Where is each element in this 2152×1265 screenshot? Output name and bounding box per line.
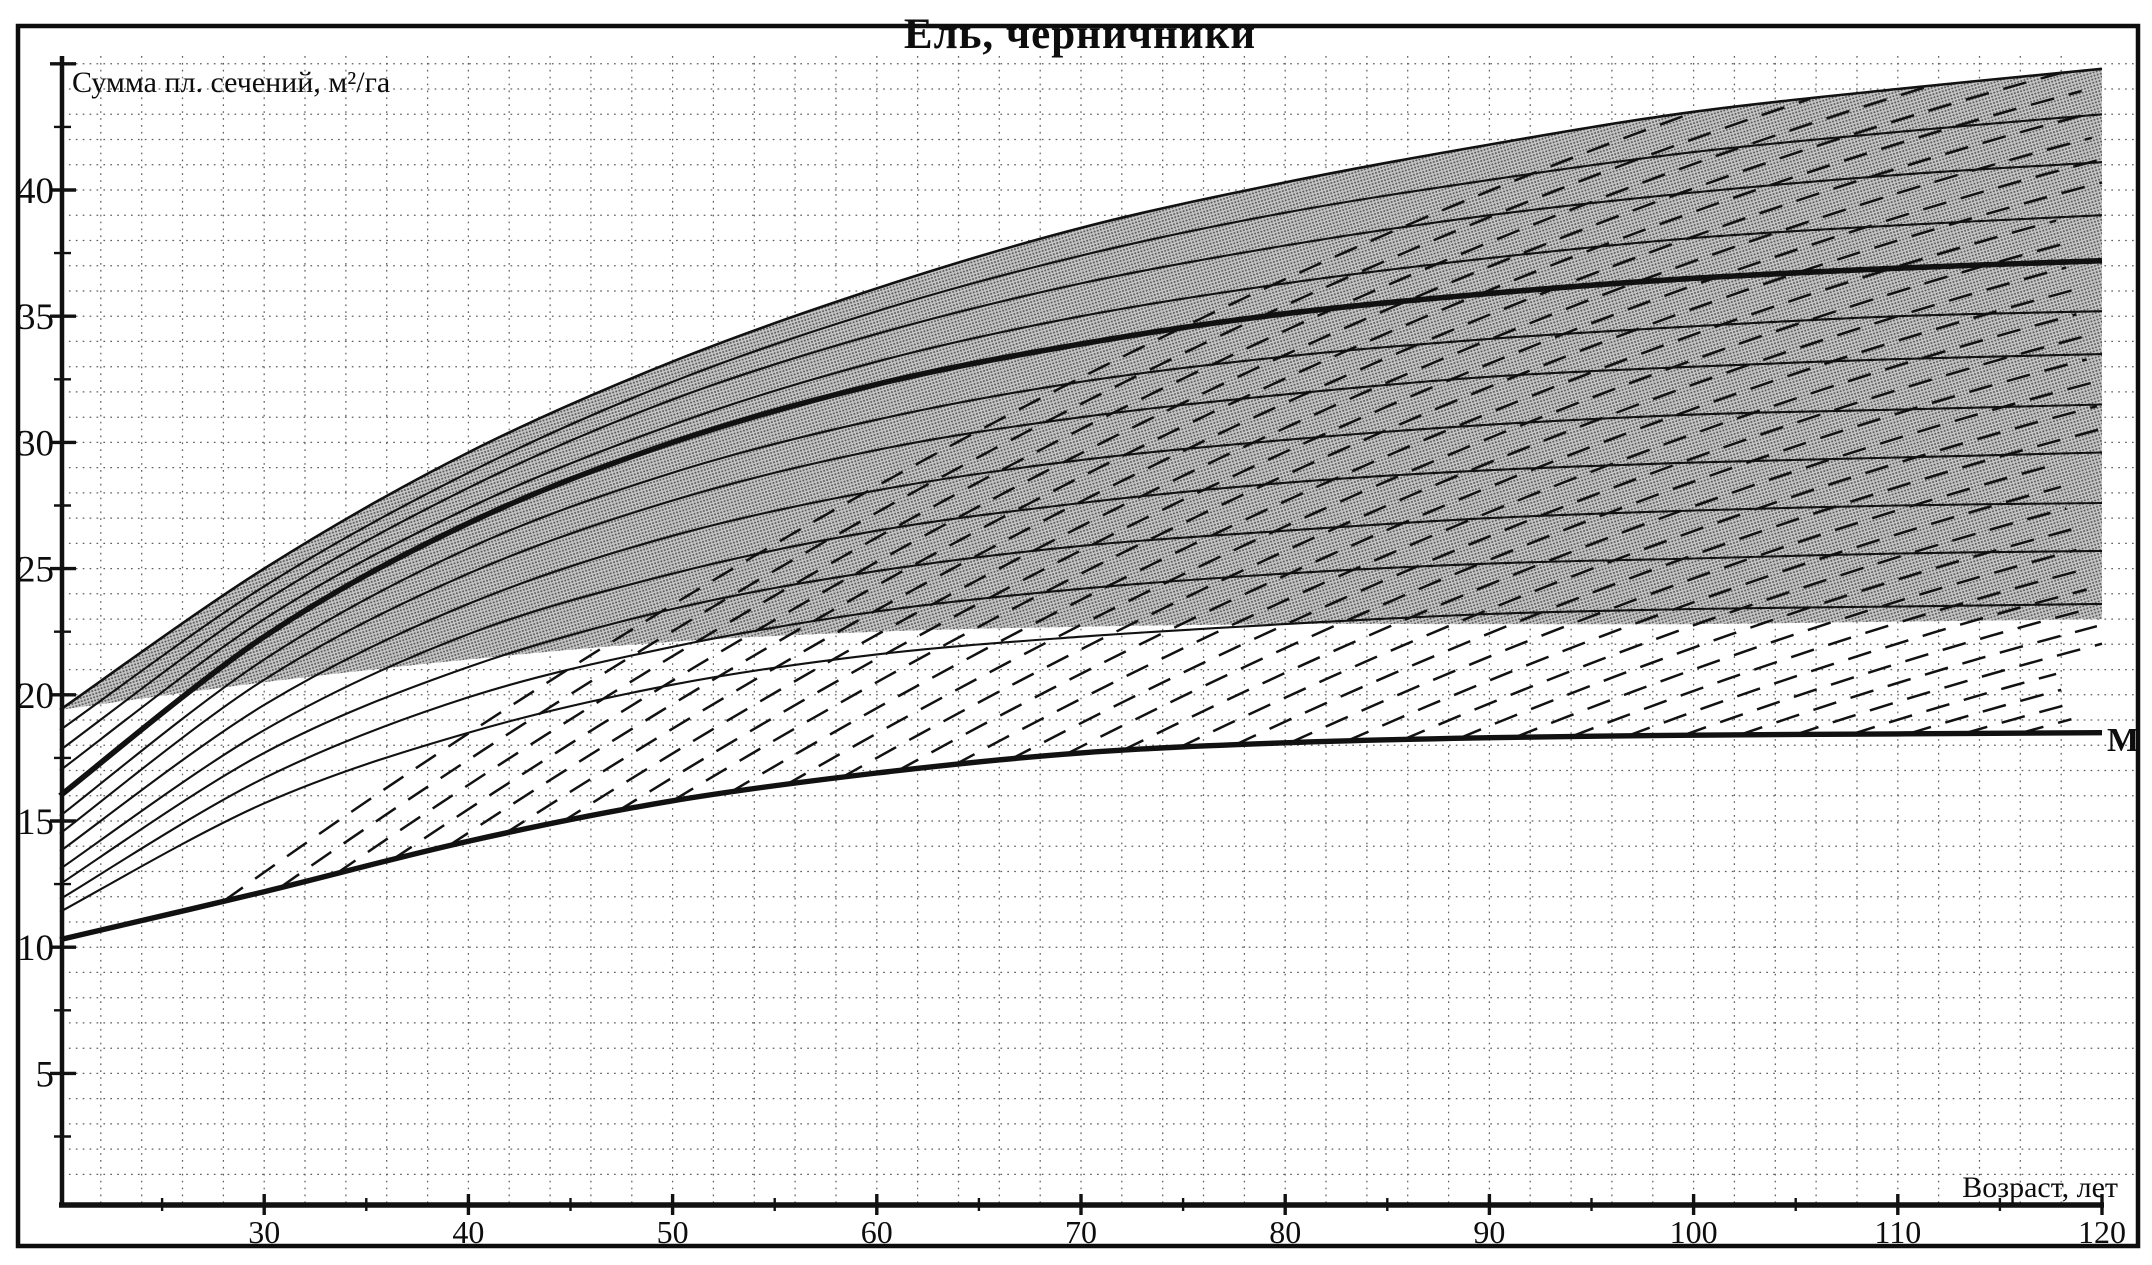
- dashed-curve: [671, 181, 2103, 802]
- g-curve-1-top: [59, 67, 2103, 711]
- dashed-curve: [1626, 588, 2088, 738]
- dashed-curve: [1458, 528, 2072, 740]
- dashed-curve: [334, 84, 1932, 876]
- x-tick-label: 70: [1065, 1214, 1097, 1250]
- shaded-density-band: [60, 68, 2102, 710]
- g-curve-11: [59, 549, 2103, 901]
- y-tick-label: 5: [36, 1054, 55, 1095]
- g-curve-3: [59, 161, 2103, 752]
- axes-and-ticks: [50, 56, 2104, 1215]
- dashed-curve: [1963, 703, 2067, 735]
- x-axis-label: Возраст, лет: [1962, 1171, 2118, 1204]
- M-minimum-curve: [59, 730, 2103, 943]
- y-tick-label: 15: [17, 802, 54, 843]
- g-curve-12: [59, 602, 2103, 913]
- x-tick-label: 110: [1874, 1214, 1921, 1250]
- x-tick-label: 40: [452, 1214, 484, 1250]
- x-tick-label: 90: [1473, 1214, 1505, 1250]
- y-tick-label: 35: [17, 297, 54, 338]
- y-tick-label: 25: [17, 550, 54, 591]
- dashed-curve: [1795, 642, 2103, 736]
- dashed-curve: [1402, 507, 2067, 742]
- chart-title: Ель, черничники: [904, 11, 1256, 58]
- y-tick-label: 10: [17, 928, 54, 969]
- dashed-curve: [784, 243, 2062, 787]
- dashed-curve: [1289, 463, 2057, 744]
- dashed-curve: [1065, 358, 2088, 756]
- dashed-curve: [1008, 335, 2082, 762]
- g-curve-10: [59, 501, 2103, 885]
- band-halftone: [60, 68, 2102, 710]
- dashed-curve: [1739, 624, 2098, 737]
- solid-curve-family: [58, 67, 2103, 943]
- tick-labels: 30 40 50 60 70 80 90 100 110 120 5 10 15 20 25 30 35 40: [17, 171, 2126, 1250]
- dashed-curve: [1121, 381, 2093, 752]
- dashed-curve: [1346, 485, 2062, 743]
- dashed-curve: [503, 113, 2088, 836]
- m-curve-label: М: [2107, 722, 2139, 759]
- x-tick-label: 30: [248, 1214, 280, 1250]
- dashed-curve: [952, 313, 2077, 767]
- dashed-curve: [1682, 606, 2093, 737]
- dashed-curve: [1907, 688, 2062, 736]
- x-tick-label: 120: [2078, 1214, 2126, 1250]
- dashed-curve: [615, 159, 2098, 813]
- x-tick-label: 100: [1670, 1214, 1718, 1250]
- dashed-curve: [278, 97, 1811, 889]
- dashed-curve: [1570, 568, 2082, 738]
- x-tick-label: 50: [657, 1214, 689, 1250]
- dashed-curve: [1177, 404, 2098, 750]
- y-tick-label: 20: [17, 676, 54, 717]
- dashed-curve: [222, 110, 1697, 903]
- g-curve-9: [59, 451, 2103, 870]
- g-curve-5-normal: [58, 257, 2103, 799]
- dashed-curve: [728, 219, 2057, 795]
- y-tick-label: 30: [17, 423, 54, 464]
- dashed-curve: [1233, 427, 2103, 747]
- y-tick-label: 40: [17, 171, 54, 212]
- dashed-curve: [1514, 548, 2077, 739]
- dashed-curve: [1851, 672, 2057, 736]
- g-curve-8: [59, 403, 2103, 853]
- x-tick-label: 80: [1269, 1214, 1301, 1250]
- figure-frame: [15, 23, 2141, 1249]
- dashed-curve: [559, 136, 2093, 825]
- y-axis-label: Сумма пл. сечений, м²/га: [72, 66, 390, 99]
- g-curve-4: [59, 214, 2103, 772]
- dashed-curve: [391, 71, 2063, 862]
- dashed-curve: [840, 266, 2067, 779]
- dashed-curve: [896, 289, 2072, 773]
- x-tick-label: 60: [861, 1214, 893, 1250]
- g-curve-7: [59, 353, 2103, 835]
- g-curve-2: [59, 113, 2103, 731]
- g-curve-6: [59, 310, 2103, 817]
